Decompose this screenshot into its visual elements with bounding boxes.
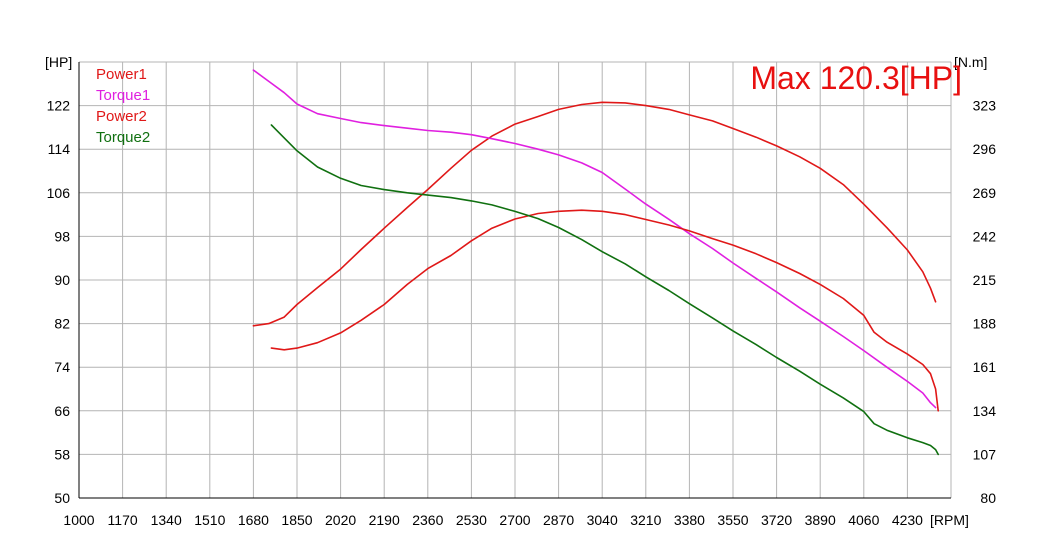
y-right-unit-label: [N.m] (954, 54, 987, 70)
grid-lines (79, 61, 952, 498)
x-tick-label: 2700 (499, 512, 530, 528)
legend-item-torque2: Torque2 (96, 129, 150, 146)
x-tick-label: 1510 (194, 512, 225, 528)
x-tick-label: 1170 (108, 512, 138, 528)
x-tick-label: 1680 (238, 512, 269, 528)
y-right-tick-label: 269 (973, 185, 997, 201)
series-lines (252, 69, 940, 456)
x-tick-label: 2870 (543, 512, 574, 528)
x-tick-label: 1340 (151, 512, 182, 528)
x-tick-label: 3720 (761, 512, 792, 528)
y-right-tick-label: 323 (973, 98, 997, 114)
y-right-tick-label: 80 (980, 490, 996, 506)
x-tick-label: 2530 (456, 512, 487, 528)
series-line-power2 (270, 209, 940, 412)
y-right-tick-label: 215 (973, 272, 997, 288)
axes-frame (78, 62, 951, 499)
x-axis-ticks: 1000 1170 1340 1510 1680 1850 2020 2190 2360 2530… (63, 512, 923, 528)
legend-item-power1: Power1 (96, 66, 147, 83)
y-left-tick-label: 66 (54, 403, 70, 419)
legend: Power1 Torque1 Power2 Torque2 (96, 66, 150, 146)
x-tick-label: 3550 (717, 512, 748, 528)
x-tick-label: 3210 (630, 512, 661, 528)
y-right-tick-label: 134 (973, 403, 997, 419)
y-left-axis-ticks: 50 58 66 74 82 90 98 106 114 122 (47, 98, 71, 506)
y-right-tick-label: 242 (973, 228, 997, 244)
series-line-torque1 (252, 69, 937, 409)
max-power-annotation: Max 120.3[HP] (750, 60, 962, 96)
legend-item-power2: Power2 (96, 108, 147, 125)
y-left-tick-label: 106 (47, 185, 71, 201)
y-left-tick-label: 90 (54, 272, 70, 288)
x-tick-label: 2360 (412, 512, 443, 528)
y-left-tick-label: 58 (54, 446, 70, 462)
x-tick-label: 1000 (63, 512, 94, 528)
y-left-tick-label: 114 (48, 141, 71, 157)
y-left-tick-label: 50 (54, 490, 70, 506)
y-left-tick-label: 98 (54, 228, 70, 244)
y-right-tick-label: 296 (973, 141, 997, 157)
y-left-tick-label: 74 (54, 359, 70, 375)
y-left-tick-label: 82 (54, 316, 70, 332)
x-tick-label: 3040 (587, 512, 618, 528)
x-unit-label: [RPM] (930, 512, 969, 528)
y-right-tick-label: 161 (973, 359, 997, 375)
x-tick-label: 3890 (805, 512, 836, 528)
y-right-tick-label: 107 (973, 446, 997, 462)
x-tick-label: 2020 (325, 512, 356, 528)
x-tick-label: 2190 (369, 512, 400, 528)
y-left-unit-label: [HP] (45, 54, 72, 70)
x-tick-label: 1850 (281, 512, 312, 528)
y-right-tick-label: 188 (973, 316, 997, 332)
y-right-axis-ticks: 80 107 134 161 188 215 242 269 296 323 (973, 98, 997, 506)
series-line-torque2 (270, 124, 940, 456)
legend-item-torque1: Torque1 (96, 87, 150, 104)
x-tick-label: 3380 (674, 512, 705, 528)
series-line-power1 (252, 101, 937, 327)
x-tick-label: 4230 (892, 512, 923, 528)
x-tick-label: 4060 (848, 512, 879, 528)
y-left-tick-label: 122 (47, 98, 71, 114)
